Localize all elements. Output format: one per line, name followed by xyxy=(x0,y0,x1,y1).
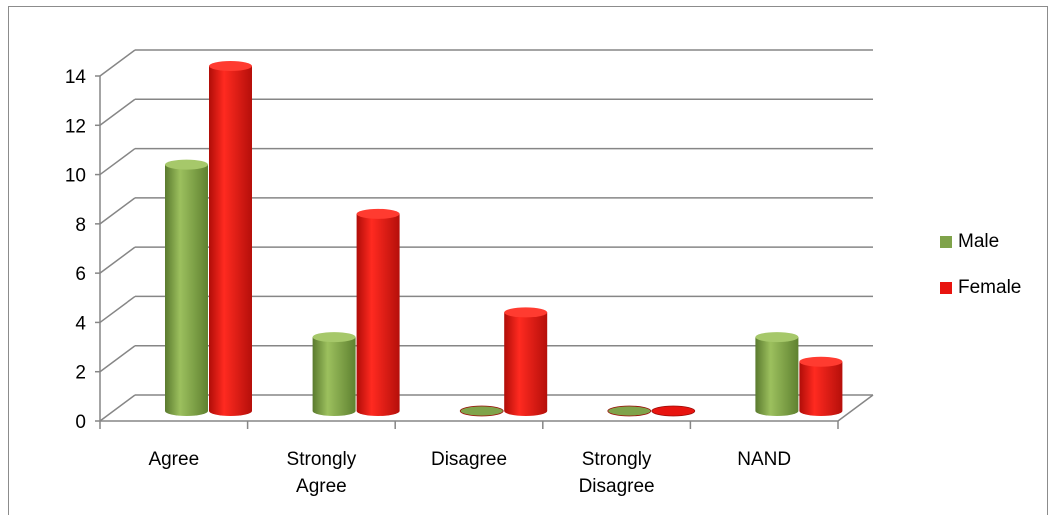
x-category-label: NAND xyxy=(737,449,791,470)
bar-top xyxy=(799,356,843,367)
side-gridline xyxy=(99,147,136,176)
x-category-label-line: Disagree xyxy=(579,476,655,497)
bar-female xyxy=(651,405,696,417)
bar-body xyxy=(504,312,548,417)
bar-male xyxy=(312,332,356,417)
axes xyxy=(95,75,874,429)
bar-top xyxy=(312,332,356,343)
bar-female xyxy=(209,61,252,417)
bar-body xyxy=(312,337,356,417)
bar-female xyxy=(799,356,843,417)
y-tick-label: 0 xyxy=(75,412,86,433)
y-tick-label: 6 xyxy=(75,264,86,285)
y-tick-label: 14 xyxy=(65,67,87,88)
bar-male xyxy=(607,405,652,417)
side-gridline xyxy=(99,295,136,324)
bar-top xyxy=(209,61,252,71)
bar-body xyxy=(799,361,843,417)
side-gridline xyxy=(99,197,136,225)
x-category-label-line: Agree xyxy=(148,449,199,470)
y-tick-label: 12 xyxy=(65,116,86,137)
x-category-label: Strongly Disagree xyxy=(579,449,655,497)
legend-swatch-female xyxy=(940,282,952,294)
bars xyxy=(165,61,843,417)
legend-item-male: Male xyxy=(940,230,1021,254)
y-tick-label: 8 xyxy=(75,215,86,236)
bar-male xyxy=(755,332,799,417)
side-gridline xyxy=(99,49,136,77)
x-category-label: Disagree xyxy=(431,449,507,470)
bar-top xyxy=(755,332,799,343)
x-category-label-line: Strongly xyxy=(287,449,357,470)
bar-top xyxy=(504,307,548,318)
legend-label-male: Male xyxy=(958,231,1000,252)
bar-body xyxy=(755,337,799,417)
x-category-label-line: Strongly xyxy=(582,449,652,470)
side-gridline xyxy=(99,98,136,126)
bar-male xyxy=(165,159,208,417)
side-gridline xyxy=(99,345,136,373)
side-gridline xyxy=(99,394,136,422)
gridlines xyxy=(99,49,873,422)
legend: Male Female xyxy=(940,230,1021,322)
bar-zero-cap xyxy=(459,405,504,417)
legend-item-female: Female xyxy=(940,276,1021,300)
x-category-label: Agree xyxy=(148,449,199,470)
side-gridline xyxy=(99,246,136,274)
x-category-label: Strongly Agree xyxy=(287,449,357,497)
bar-body xyxy=(165,164,208,417)
bar-zero-cap xyxy=(607,405,652,417)
chart-frame xyxy=(8,6,1048,515)
y-tick-label: 2 xyxy=(75,363,86,384)
x-category-label-line: NAND xyxy=(737,449,791,470)
bar-zero-cap xyxy=(651,405,696,417)
y-tick-label: 10 xyxy=(65,166,86,187)
bar-body xyxy=(209,66,252,417)
x-category-label-line: Agree xyxy=(296,476,347,497)
legend-swatch-male xyxy=(940,236,952,248)
bar-top xyxy=(165,159,208,170)
bar-male xyxy=(459,405,504,417)
legend-label-female: Female xyxy=(958,277,1022,298)
x-category-label-line: Disagree xyxy=(431,449,507,470)
bar-body xyxy=(356,213,400,417)
bar-female xyxy=(356,208,400,417)
bar-top xyxy=(356,208,400,219)
y-tick-label: 4 xyxy=(75,313,86,334)
bar-female xyxy=(504,307,548,417)
